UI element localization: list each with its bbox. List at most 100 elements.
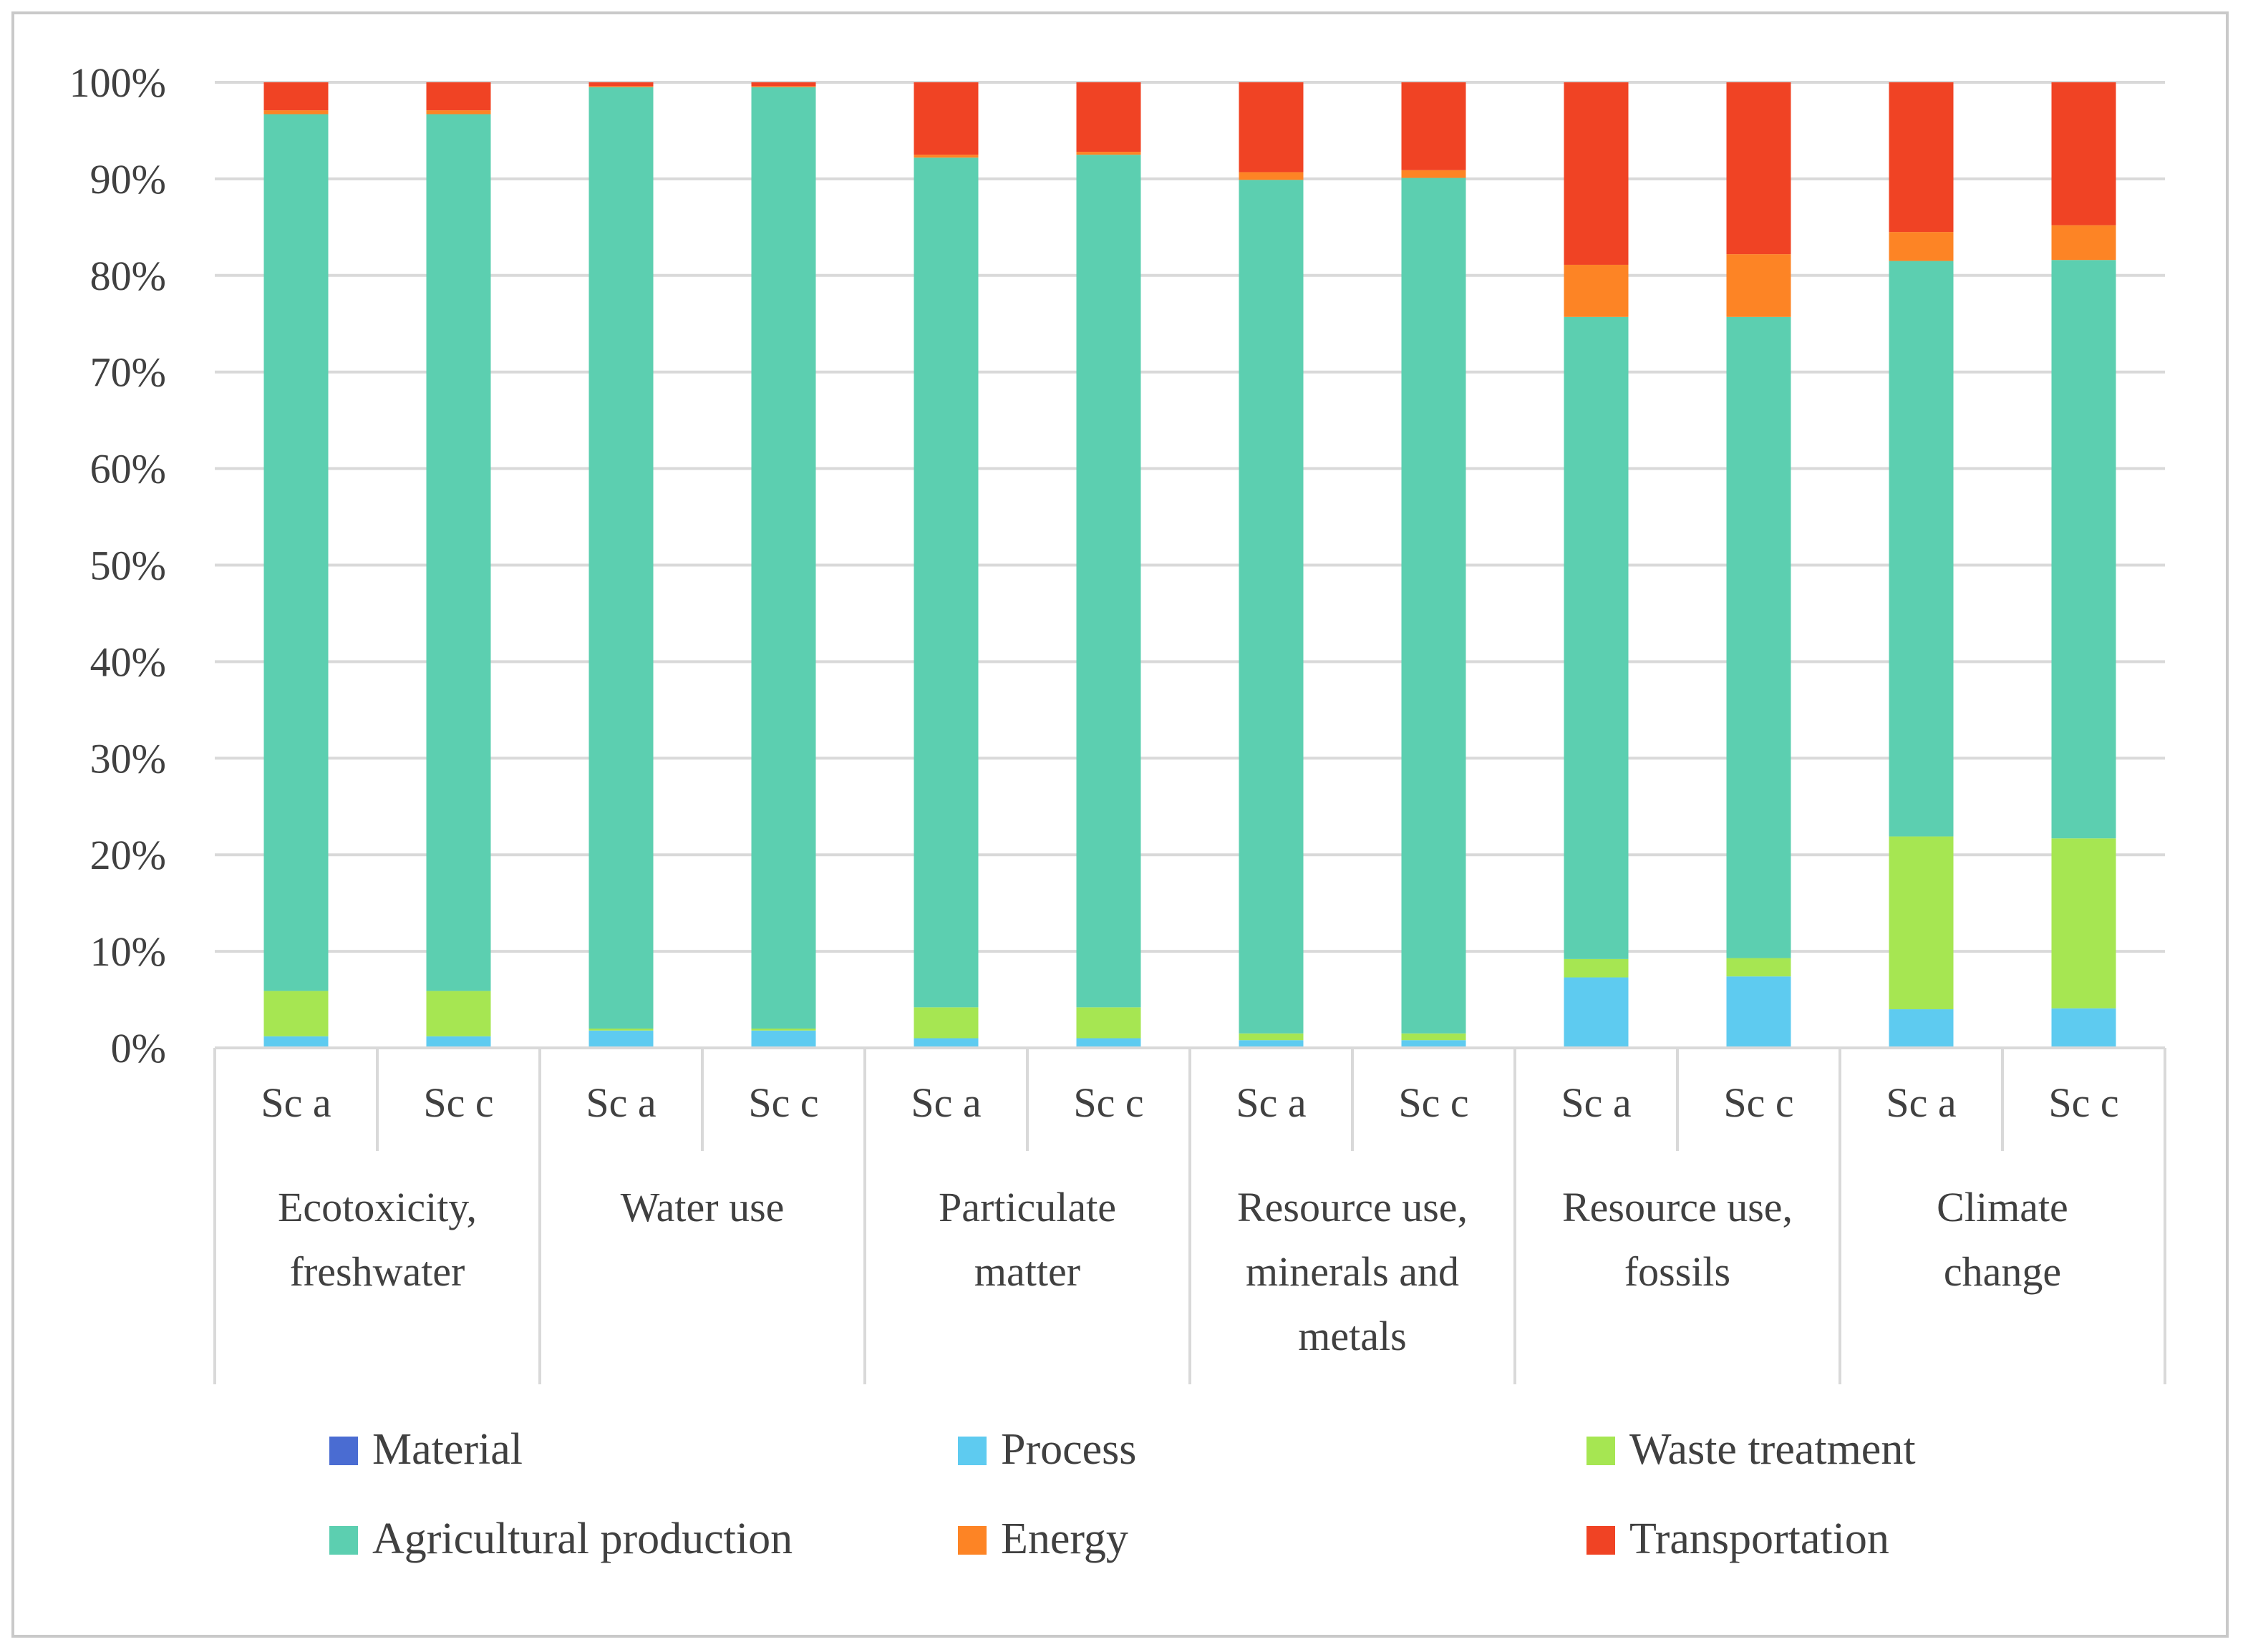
gridlines (215, 81, 2165, 953)
bar-segment-waste-treatment (426, 991, 491, 1036)
group-label: Water use (621, 1184, 785, 1230)
bar-segment-process (263, 1036, 329, 1048)
bar-segment-energy (1889, 232, 1954, 261)
x-tick-label: Sc a (1886, 1079, 1956, 1126)
bar-segment-agricultural-production (588, 87, 654, 1029)
x-tick-label: Sc c (748, 1079, 818, 1126)
legend-label: Agricultural production (372, 1515, 793, 1563)
bar-segment-agricultural-production (914, 157, 979, 1008)
bar-segment-process (1239, 1040, 1304, 1048)
bar-segment-agricultural-production (2051, 260, 2116, 839)
bar-segment-waste-treatment (1401, 1033, 1466, 1041)
bar-segment-transportation (263, 82, 329, 111)
bar-segment-agricultural-production (1239, 180, 1304, 1034)
group-label: fossils (1624, 1248, 1730, 1295)
legend-swatch (1586, 1526, 1615, 1555)
legend-label: Transportation (1629, 1515, 1889, 1563)
y-tick-label: 20% (90, 832, 166, 878)
group-label: Ecotoxicity, (278, 1184, 477, 1230)
x-tick-label: Sc c (423, 1079, 493, 1126)
group-label: Resource use, (1562, 1184, 1793, 1230)
y-tick-label: 50% (90, 543, 166, 589)
bar-segment-process (914, 1038, 979, 1048)
x-tick-label: Sc c (2048, 1079, 2118, 1126)
x-tick-label: Sc a (1236, 1079, 1306, 1126)
bar-segment-agricultural-production (1889, 261, 1954, 837)
bars (263, 82, 2116, 1048)
bar-segment-process (1564, 977, 1629, 1048)
bar-segment-energy (2051, 225, 2116, 261)
x-tick-label: Sc a (911, 1079, 981, 1126)
bar-segment-transportation (1726, 82, 1791, 255)
bar-segment-waste-treatment (588, 1029, 654, 1031)
bar-segment-waste-treatment (1726, 958, 1791, 977)
bar-segment-agricultural-production (426, 114, 491, 991)
group-label: Resource use, (1237, 1184, 1468, 1230)
x-tick-label: Sc a (1561, 1079, 1631, 1126)
group-label: metals (1298, 1313, 1406, 1359)
bar-segment-process (751, 1030, 816, 1048)
bar-segment-energy (1726, 254, 1791, 317)
legend-label: Energy (1001, 1515, 1128, 1563)
bar-segment-waste-treatment (751, 1029, 816, 1031)
axes (213, 1046, 2166, 1384)
bar-segment-agricultural-production (263, 114, 329, 991)
bar-segment-process (2051, 1008, 2116, 1048)
bar-segment-agricultural-production (751, 87, 816, 1029)
legend-swatch (958, 1526, 987, 1555)
bar-segment-transportation (751, 82, 816, 87)
bar-segment-transportation (1401, 82, 1466, 170)
y-tick-label: 60% (90, 446, 166, 492)
bar-segment-process (1889, 1009, 1954, 1048)
x-tick-label: Sc c (1723, 1079, 1793, 1126)
y-tick-label: 0% (111, 1025, 166, 1072)
group-label: matter (974, 1248, 1080, 1295)
bar-segment-energy (1401, 170, 1466, 178)
bar-segment-agricultural-production (1564, 316, 1629, 959)
x-tick-label: Sc a (261, 1079, 331, 1126)
bar-segment-energy (588, 86, 654, 87)
y-tick-label: 30% (90, 735, 166, 782)
legend-swatch (329, 1437, 358, 1465)
group-label: change (1944, 1248, 2061, 1295)
y-tick-label: 10% (90, 928, 166, 975)
group-label: freshwater (290, 1248, 465, 1295)
group-label: Particulate (939, 1184, 1116, 1230)
legend-label: Process (1001, 1425, 1136, 1474)
bar-segment-process (1076, 1038, 1141, 1048)
x-tick-label: Sc c (1073, 1079, 1143, 1126)
bar-segment-transportation (1564, 82, 1629, 265)
bar-segment-agricultural-production (1401, 178, 1466, 1034)
bar-segment-waste-treatment (263, 991, 329, 1036)
bar-segment-transportation (1889, 82, 1954, 233)
axis-labels: 0% 10% 20% 30% 40% 50% 60% 70% 80% 90% 100% Sc a Sc … (69, 59, 2119, 1359)
bar-segment-transportation (588, 82, 654, 87)
legend-label: Material (372, 1425, 523, 1474)
bar-segment-energy (263, 110, 329, 115)
stacked-bar-chart: 0% 10% 20% 30% 40% 50% 60% 70% 80% 90% 100% Sc a Sc … (69, 59, 2166, 1563)
y-tick-label: 80% (90, 253, 166, 299)
bar-segment-transportation (426, 82, 491, 111)
group-label: Climate (1937, 1184, 2068, 1230)
y-tick-label: 40% (90, 638, 166, 685)
bar-segment-process (588, 1030, 654, 1048)
bar-segment-agricultural-production (1726, 316, 1791, 958)
bar-segment-waste-treatment (1889, 836, 1954, 1010)
legend-swatch (958, 1437, 987, 1465)
bar-segment-transportation (914, 82, 979, 155)
bar-segment-waste-treatment (2051, 838, 2116, 1009)
bar-segment-waste-treatment (1564, 958, 1629, 978)
bar-segment-waste-treatment (1239, 1033, 1304, 1041)
chart-frame: 0% 10% 20% 30% 40% 50% 60% 70% 80% 90% 100% Sc a Sc … (11, 11, 2229, 1638)
legend-swatch (1586, 1437, 1615, 1465)
bar-segment-transportation (1239, 82, 1304, 173)
bar-segment-process (1401, 1040, 1466, 1048)
y-tick-label: 90% (90, 156, 166, 203)
bar-segment-energy (426, 110, 491, 115)
bar-segment-process (426, 1036, 491, 1048)
bar-segment-energy (914, 155, 979, 158)
y-tick-label: 70% (90, 349, 166, 396)
bar-segment-transportation (2051, 82, 2116, 225)
legend-label: Waste treatment (1629, 1425, 1916, 1474)
bar-segment-energy (751, 86, 816, 87)
